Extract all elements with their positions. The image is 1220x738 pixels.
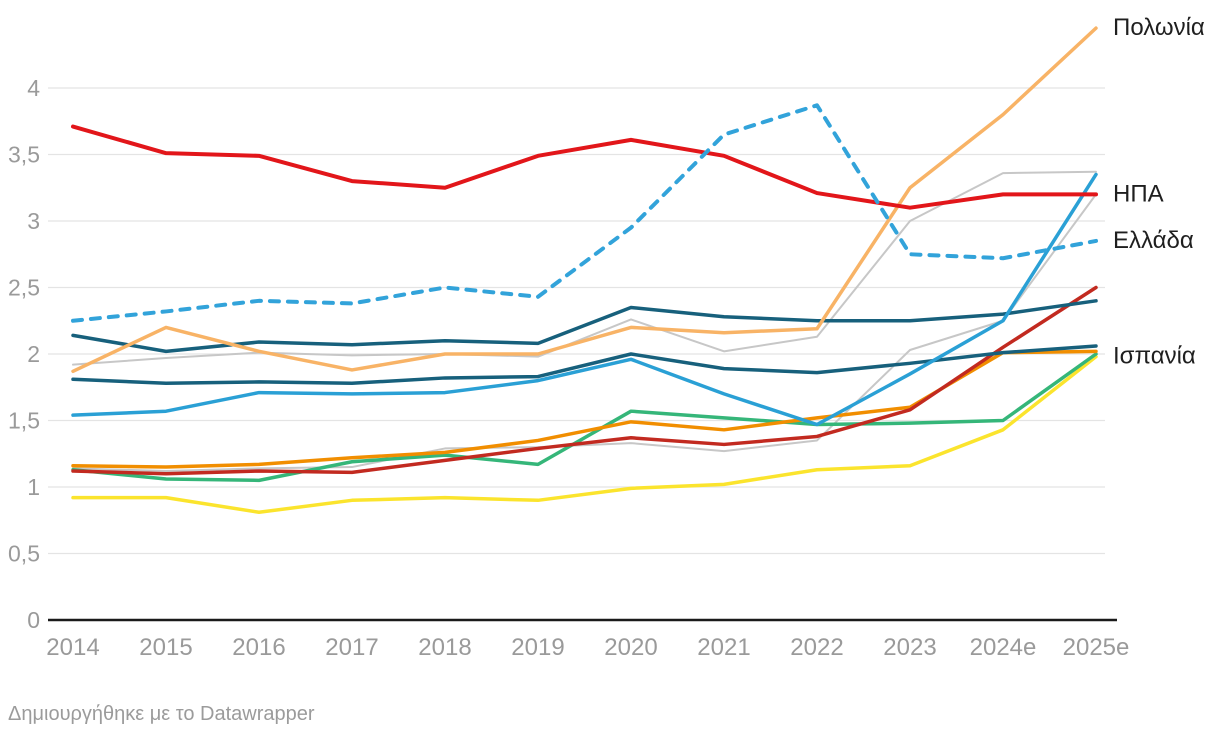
chart-line-crimson [71,285,1098,476]
y-tick-label: 0,5 [8,541,40,567]
y-tick-label: 1,5 [8,408,40,434]
x-tick-label: 2021 [697,634,750,661]
y-tick-label: 3,5 [8,142,40,168]
attribution-text: Δημιουργήθηκε με το Datawrapper [8,703,315,725]
x-tick-label: 2018 [418,634,471,661]
x-tick-label: 2016 [232,634,285,661]
x-tick-label: 2022 [790,634,843,661]
y-tick-label: 2,5 [8,275,40,301]
y-tick-label: 1 [27,474,40,500]
x-tick-label: 2020 [604,634,657,661]
chart-line-red [71,124,1098,210]
series-label-peach: Πολωνία [1113,14,1205,41]
y-tick-label: 3 [27,208,40,234]
y-tick-label: 0 [27,607,40,633]
chart-line-dashed-blue [71,103,1098,323]
series-label-dashed-blue: Ελλάδα [1113,227,1194,254]
x-tick-label: 2015 [139,634,192,661]
x-tick-label: 2019 [511,634,564,661]
chart-line-peach [71,26,1098,374]
x-tick-label: 2023 [883,634,936,661]
x-tick-label: 2017 [325,634,378,661]
chart-line-gray-b [72,193,1097,473]
y-tick-label: 2 [27,341,40,367]
x-tick-label: 2014 [46,634,99,661]
chart-line-yellow [71,354,1098,515]
y-tick-label: 4 [27,75,40,101]
chart-line-gray-a [72,170,1097,366]
chart-line-navy-a [71,299,1098,354]
series-label-red: ΗΠΑ [1113,180,1164,207]
x-tick-label: 2024e [970,634,1037,661]
chart-line-cyan [71,172,1098,427]
chart-line-navy-b [71,344,1098,386]
series-label-yellow: Ισπανία [1113,343,1196,370]
chart-line-green [71,352,1098,483]
x-tick-label: 2025e [1063,634,1130,661]
